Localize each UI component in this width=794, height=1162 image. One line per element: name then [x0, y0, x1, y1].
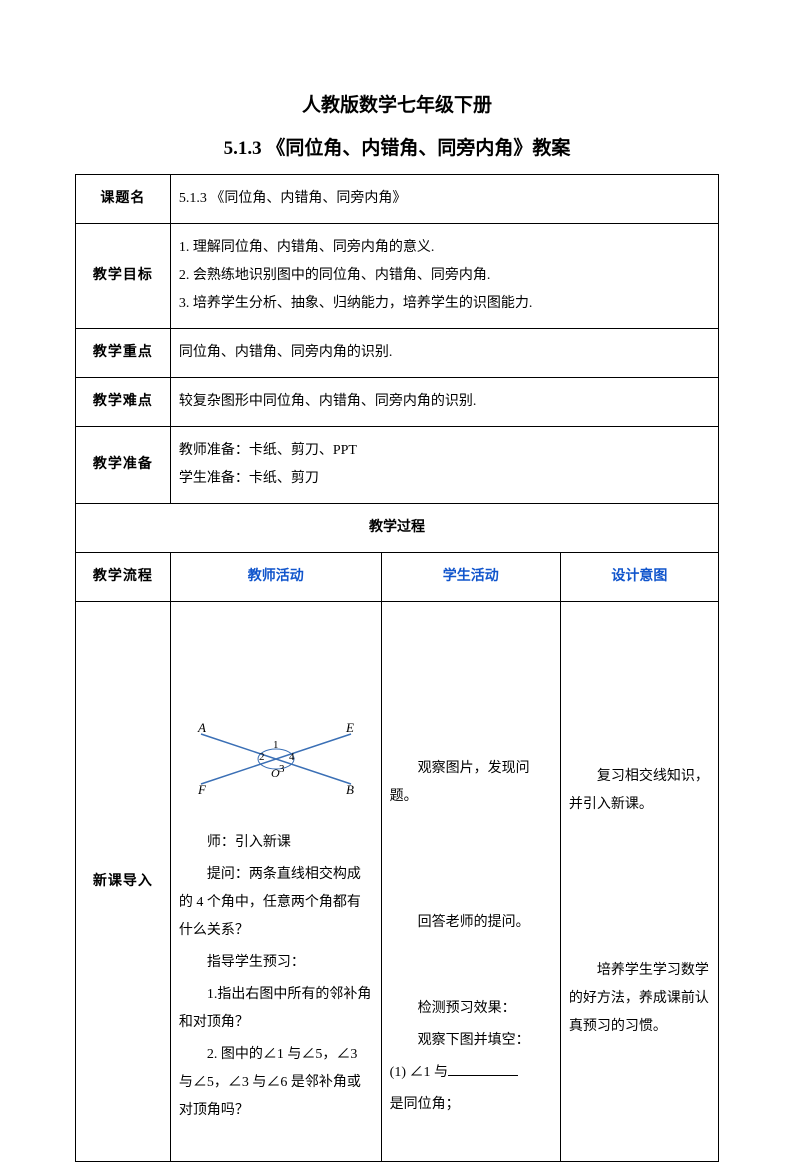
row-intro: 新课导入 A E F B O 1 2 3 4 师：引入: [76, 602, 719, 1162]
student-line: 观察下图并填空：: [390, 1027, 552, 1055]
col-flow: 教学流程: [76, 553, 171, 602]
student-line: 检测预习效果：: [390, 995, 552, 1023]
student-fill-line: (1) ∠1 与: [390, 1059, 552, 1087]
teacher-activity: A E F B O 1 2 3 4 师：引入新课 提问：两条直线相交构成的 4 …: [170, 602, 381, 1162]
svg-text:B: B: [346, 782, 354, 797]
lesson-plan-table: 课题名 5.1.3 《同位角、内错角、同旁内角》 教学目标 1. 理解同位角、内…: [75, 174, 719, 1162]
prep-line: 学生准备：卡纸、剪刀: [179, 465, 710, 493]
value-prep: 教师准备：卡纸、剪刀、PPT 学生准备：卡纸、剪刀: [170, 427, 718, 504]
row-prep: 教学准备 教师准备：卡纸、剪刀、PPT 学生准备：卡纸、剪刀: [76, 427, 719, 504]
teacher-line: 提问：两条直线相交构成的 4 个角中，任意两个角都有什么关系？: [179, 861, 373, 945]
intent-line: 培养学生学习数学的好方法，养成课前认真预习的习惯。: [569, 957, 710, 1041]
svg-text:1: 1: [273, 739, 279, 751]
value-focus: 同位角、内错角、同旁内角的识别.: [170, 329, 718, 378]
svg-text:F: F: [197, 782, 207, 797]
label-goals: 教学目标: [76, 224, 171, 329]
row-goals: 教学目标 1. 理解同位角、内错角、同旁内角的意义. 2. 会熟练地识别图中的同…: [76, 224, 719, 329]
teacher-line: 师：引入新课: [179, 829, 373, 857]
label-difficulty: 教学难点: [76, 378, 171, 427]
design-intent: 复习相交线知识，并引入新课。 培养学生学习数学的好方法，养成课前认真预习的习惯。: [560, 602, 718, 1162]
student-line: 是同位角；: [390, 1091, 552, 1119]
goal-line: 1. 理解同位角、内错角、同旁内角的意义.: [179, 234, 710, 262]
intersecting-lines-diagram: A E F B O 1 2 3 4: [179, 714, 373, 815]
value-difficulty: 较复杂图形中同位角、内错角、同旁内角的识别.: [170, 378, 718, 427]
svg-text:A: A: [197, 720, 206, 735]
row-column-headers: 教学流程 教师活动 学生活动 设计意图: [76, 553, 719, 602]
svg-text:3: 3: [279, 763, 285, 775]
svg-text:4: 4: [289, 751, 295, 763]
label-prep: 教学准备: [76, 427, 171, 504]
student-line: 观察图片，发现问题。: [390, 755, 552, 811]
svg-text:2: 2: [259, 751, 265, 763]
student-line-prefix: (1) ∠1 与: [390, 1065, 448, 1080]
student-activity: 观察图片，发现问题。 回答老师的提问。 检测预习效果： 观察下图并填空： (1)…: [381, 602, 560, 1162]
row-topic: 课题名 5.1.3 《同位角、内错角、同旁内角》: [76, 175, 719, 224]
value-topic: 5.1.3 《同位角、内错角、同旁内角》: [170, 175, 718, 224]
row-process-header: 教学过程: [76, 504, 719, 553]
intent-line: 复习相交线知识，并引入新课。: [569, 763, 710, 819]
col-student: 学生活动: [381, 553, 560, 602]
process-header: 教学过程: [76, 504, 719, 553]
page-title-1: 人教版数学七年级下册: [75, 90, 719, 117]
goal-line: 2. 会熟练地识别图中的同位角、内错角、同旁内角.: [179, 262, 710, 290]
svg-text:E: E: [345, 720, 354, 735]
value-goals: 1. 理解同位角、内错角、同旁内角的意义. 2. 会熟练地识别图中的同位角、内错…: [170, 224, 718, 329]
row-focus: 教学重点 同位角、内错角、同旁内角的识别.: [76, 329, 719, 378]
label-topic: 课题名: [76, 175, 171, 224]
teacher-line: 2. 图中的∠1 与∠5，∠3 与∠5，∠3 与∠6 是邻补角或对顶角吗？: [179, 1041, 373, 1125]
row-difficulty: 教学难点 较复杂图形中同位角、内错角、同旁内角的识别.: [76, 378, 719, 427]
student-line: 回答老师的提问。: [390, 909, 552, 937]
prep-line: 教师准备：卡纸、剪刀、PPT: [179, 437, 710, 465]
teacher-line: 1.指出右图中所有的邻补角和对顶角？: [179, 981, 373, 1037]
goal-line: 3. 培养学生分析、抽象、归纳能力，培养学生的识图能力.: [179, 290, 710, 318]
col-teacher: 教师活动: [170, 553, 381, 602]
fill-blank: [448, 1062, 518, 1076]
teacher-line: 指导学生预习：: [179, 949, 373, 977]
label-focus: 教学重点: [76, 329, 171, 378]
flow-intro: 新课导入: [76, 602, 171, 1162]
page-title-2: 5.1.3 《同位角、内错角、同旁内角》教案: [75, 133, 719, 160]
col-intent: 设计意图: [560, 553, 718, 602]
